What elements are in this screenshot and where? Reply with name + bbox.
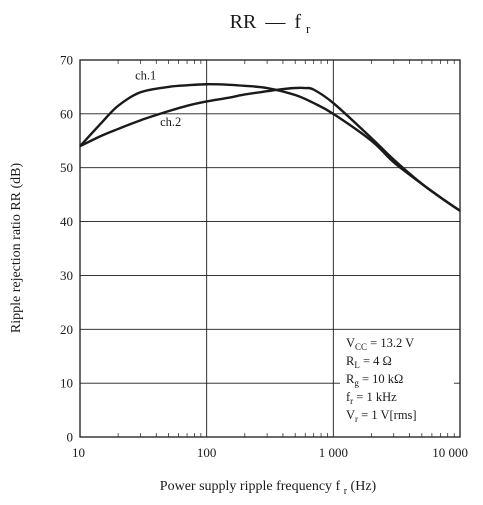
- y-axis-label: Ripple rejection ratio RR (dB): [9, 163, 24, 334]
- y-tick-label: 60: [60, 106, 73, 121]
- conditions-box: VCC = 13.2 V RL = 4 Ω Rg = 10 kΩ fr = 1 kHz…: [340, 330, 454, 432]
- series-line-ch1: [79, 83, 461, 212]
- series-layer: ch.1 ch.2: [79, 68, 461, 212]
- grid: [80, 60, 460, 437]
- chart-title-symbol: f: [294, 11, 301, 33]
- condition-text: RL = 4 Ω: [346, 354, 392, 370]
- plot-frame: [79, 59, 461, 438]
- condition-text: VCC = 13.2 V: [346, 336, 414, 352]
- y-tick-label: 40: [60, 214, 73, 229]
- y-tick-label: 10: [60, 376, 73, 391]
- x-tick-label: 10 000: [432, 445, 468, 460]
- x-tick-label: 1 000: [319, 445, 348, 460]
- series-label-ch1: ch.1: [135, 68, 156, 82]
- chart-title-dash: —: [264, 11, 286, 33]
- y-tick-label: 20: [60, 322, 73, 337]
- x-axis-label-unit: (Hz): [351, 479, 377, 494]
- condition-text: Rg = 10 kΩ: [346, 372, 403, 388]
- x-tick-label: 10: [72, 445, 85, 460]
- chart-title-subscript: r: [306, 21, 311, 36]
- condition-text: fr = 1 kHz: [346, 390, 397, 406]
- chart-title-main: RR: [230, 11, 257, 33]
- y-tick-label: 30: [60, 268, 73, 283]
- condition-text: Vr = 1 V[rms]: [346, 408, 417, 424]
- x-axis-label-main: Power supply ripple frequency f: [160, 479, 341, 494]
- conditions-background: [340, 330, 454, 432]
- y-tick-label: 70: [60, 53, 73, 68]
- x-tick-label: 100: [197, 445, 217, 460]
- x-axis-label: Power supply ripple frequency f r (Hz): [160, 479, 377, 498]
- x-axis-label-subscript: r: [344, 486, 348, 497]
- series-label-ch2: ch.2: [160, 115, 181, 129]
- y-tick-label: 50: [60, 160, 73, 175]
- chart-title: RR — f r: [230, 11, 311, 36]
- series-line-ch2: [79, 86, 461, 212]
- y-tick-label: 0: [67, 430, 74, 445]
